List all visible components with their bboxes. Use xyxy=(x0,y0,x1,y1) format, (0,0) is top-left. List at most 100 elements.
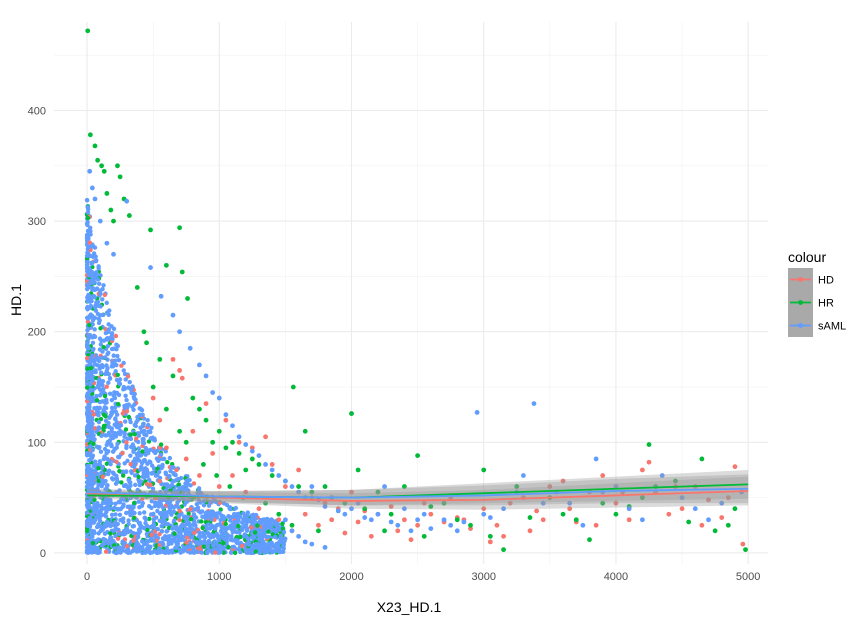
cloud-point xyxy=(225,525,231,531)
cloud-point xyxy=(278,533,284,538)
cloud-point xyxy=(227,505,233,510)
point-sAML xyxy=(282,517,288,523)
cloud-point xyxy=(231,544,237,550)
point-HR xyxy=(712,528,718,534)
cloud-point xyxy=(251,535,256,540)
cloud-point xyxy=(145,418,150,423)
cloud-point xyxy=(148,447,153,453)
cloud-point xyxy=(85,464,90,469)
smooth-lines xyxy=(87,469,749,510)
cloud-point xyxy=(104,400,109,405)
cloud-point xyxy=(137,505,142,510)
point-sAML xyxy=(626,506,632,512)
point-sAML xyxy=(501,506,506,512)
cloud-point xyxy=(149,499,154,504)
point-HR xyxy=(468,522,473,528)
point-HR xyxy=(115,163,120,169)
cloud-point xyxy=(94,393,99,399)
cloud-point xyxy=(271,519,276,524)
cloud-point xyxy=(178,475,184,481)
cloud-point xyxy=(126,521,131,527)
cloud-point xyxy=(212,550,218,555)
point-sAML xyxy=(375,511,381,517)
point-HD xyxy=(349,489,354,495)
cloud-point xyxy=(115,479,120,484)
cloud-point xyxy=(104,509,109,515)
cloud-point xyxy=(120,473,126,478)
cloud-point xyxy=(141,440,147,446)
point-HR xyxy=(87,132,93,138)
cloud-point xyxy=(233,505,239,511)
cloud-point xyxy=(123,419,128,424)
point-sAML xyxy=(296,489,302,495)
cloud-point xyxy=(108,531,113,536)
point-HR xyxy=(639,495,645,501)
cloud-point xyxy=(200,509,205,514)
point-sAML xyxy=(289,484,295,489)
point-sAML xyxy=(454,528,460,534)
point-HD xyxy=(699,522,705,528)
point-HR xyxy=(269,473,275,478)
y-tick-label: 0 xyxy=(40,548,46,560)
point-sAML xyxy=(309,541,315,547)
cloud-point xyxy=(249,525,254,530)
cloud-point xyxy=(176,498,182,503)
cloud-point xyxy=(152,438,158,443)
cloud-point xyxy=(140,496,145,502)
cloud-point xyxy=(155,527,160,532)
point-HD xyxy=(408,537,414,543)
point-HR xyxy=(95,157,101,163)
cloud-point xyxy=(238,549,243,555)
cloud-point xyxy=(98,326,103,331)
point-sAML xyxy=(342,511,348,517)
cloud-point xyxy=(157,531,162,537)
point-HR xyxy=(375,489,381,495)
point-HR xyxy=(85,28,91,34)
cloud-point xyxy=(122,461,127,466)
cloud-point xyxy=(147,516,152,522)
x-tick-label: 4000 xyxy=(604,571,628,583)
point-HR xyxy=(256,462,262,467)
cloud-point xyxy=(94,270,99,275)
cloud-point xyxy=(113,527,119,532)
cloud-point xyxy=(99,470,104,475)
point-HD xyxy=(626,517,632,523)
cloud-point xyxy=(209,517,214,522)
point-HD xyxy=(216,484,222,489)
point-sAML xyxy=(249,448,255,454)
point-HD xyxy=(388,504,394,509)
cloud-point xyxy=(87,388,93,394)
point-HD xyxy=(639,467,645,473)
cloud-point xyxy=(157,518,162,524)
point-sAML xyxy=(368,517,374,523)
point-HD xyxy=(256,506,262,512)
cloud-point xyxy=(85,434,91,439)
point-HR xyxy=(197,406,202,412)
cloud-point xyxy=(191,522,196,528)
cloud-point xyxy=(140,500,145,506)
cloud-point xyxy=(224,502,230,508)
cloud-point xyxy=(99,465,105,471)
cloud-point xyxy=(182,546,188,551)
cloud-point xyxy=(151,522,157,527)
cloud-point xyxy=(85,327,90,333)
cloud-point xyxy=(214,511,220,516)
cloud-point xyxy=(160,536,166,541)
cloud-point xyxy=(113,524,118,529)
cloud-point xyxy=(142,515,148,521)
point-HR xyxy=(587,537,592,543)
cloud-point xyxy=(136,474,141,480)
cloud-point xyxy=(85,523,90,529)
point-HR xyxy=(148,227,153,233)
point-HR xyxy=(249,456,255,462)
point-HD xyxy=(428,511,434,517)
cloud-point xyxy=(125,374,131,379)
cloud-point xyxy=(118,517,123,523)
cloud-point xyxy=(101,423,107,429)
cloud-point xyxy=(123,393,128,398)
cloud-point xyxy=(160,464,165,470)
data-points xyxy=(85,28,748,553)
cloud-point xyxy=(182,496,187,502)
point-HR xyxy=(316,528,321,534)
cloud-point xyxy=(84,259,90,265)
